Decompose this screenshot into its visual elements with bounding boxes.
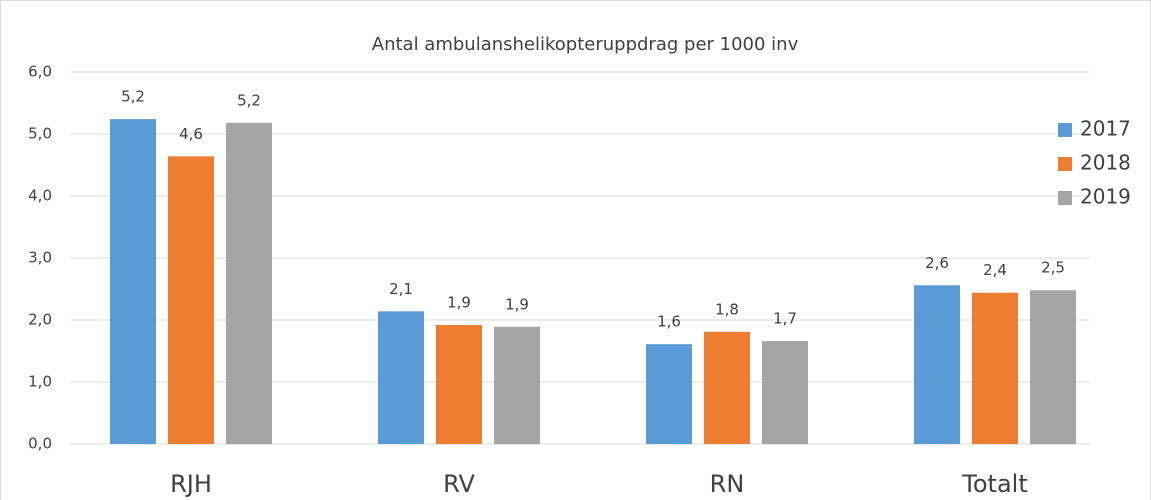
bar (494, 326, 540, 444)
data-label: 2,4 (983, 261, 1007, 279)
bar (226, 122, 272, 444)
legend-label: 2018 (1080, 151, 1131, 175)
x-tick-label: Totalt (961, 470, 1027, 498)
legend-swatch (1058, 191, 1072, 205)
data-label: 5,2 (237, 91, 261, 109)
bar (378, 311, 424, 444)
data-label: 1,7 (773, 310, 797, 328)
bar (646, 344, 692, 444)
y-tick-label: 0,0 (28, 435, 52, 453)
x-tick-label: RN (710, 470, 745, 498)
bar (914, 285, 960, 444)
y-tick-label: 5,0 (28, 125, 52, 143)
data-label: 1,9 (505, 295, 529, 313)
x-tick-label: RV (443, 470, 475, 498)
data-label: 2,5 (1041, 259, 1065, 277)
bar (1030, 290, 1076, 444)
legend-swatch (1058, 157, 1072, 171)
bar (436, 324, 482, 444)
data-label: 1,8 (715, 300, 739, 318)
bar (110, 119, 156, 445)
data-label: 1,6 (657, 313, 681, 331)
y-tick-label: 1,0 (28, 373, 52, 391)
bar (168, 156, 214, 444)
data-label: 2,1 (389, 280, 413, 298)
x-tick-label: RJH (170, 470, 212, 498)
data-label: 2,6 (925, 254, 949, 272)
bar (762, 341, 808, 444)
bar (972, 292, 1018, 444)
bar (704, 331, 750, 444)
data-label: 4,6 (179, 125, 203, 143)
y-tick-label: 2,0 (28, 311, 52, 329)
y-tick-label: 3,0 (28, 249, 52, 267)
chart-title: Antal ambulanshelikopteruppdrag per 1000… (372, 34, 799, 55)
legend-swatch (1058, 123, 1072, 137)
data-label: 5,2 (121, 88, 145, 106)
legend-label: 2017 (1080, 117, 1131, 141)
data-label: 1,9 (447, 293, 471, 311)
y-tick-label: 4,0 (28, 187, 52, 205)
y-tick-label: 6,0 (28, 63, 52, 81)
legend-label: 2019 (1080, 185, 1131, 209)
